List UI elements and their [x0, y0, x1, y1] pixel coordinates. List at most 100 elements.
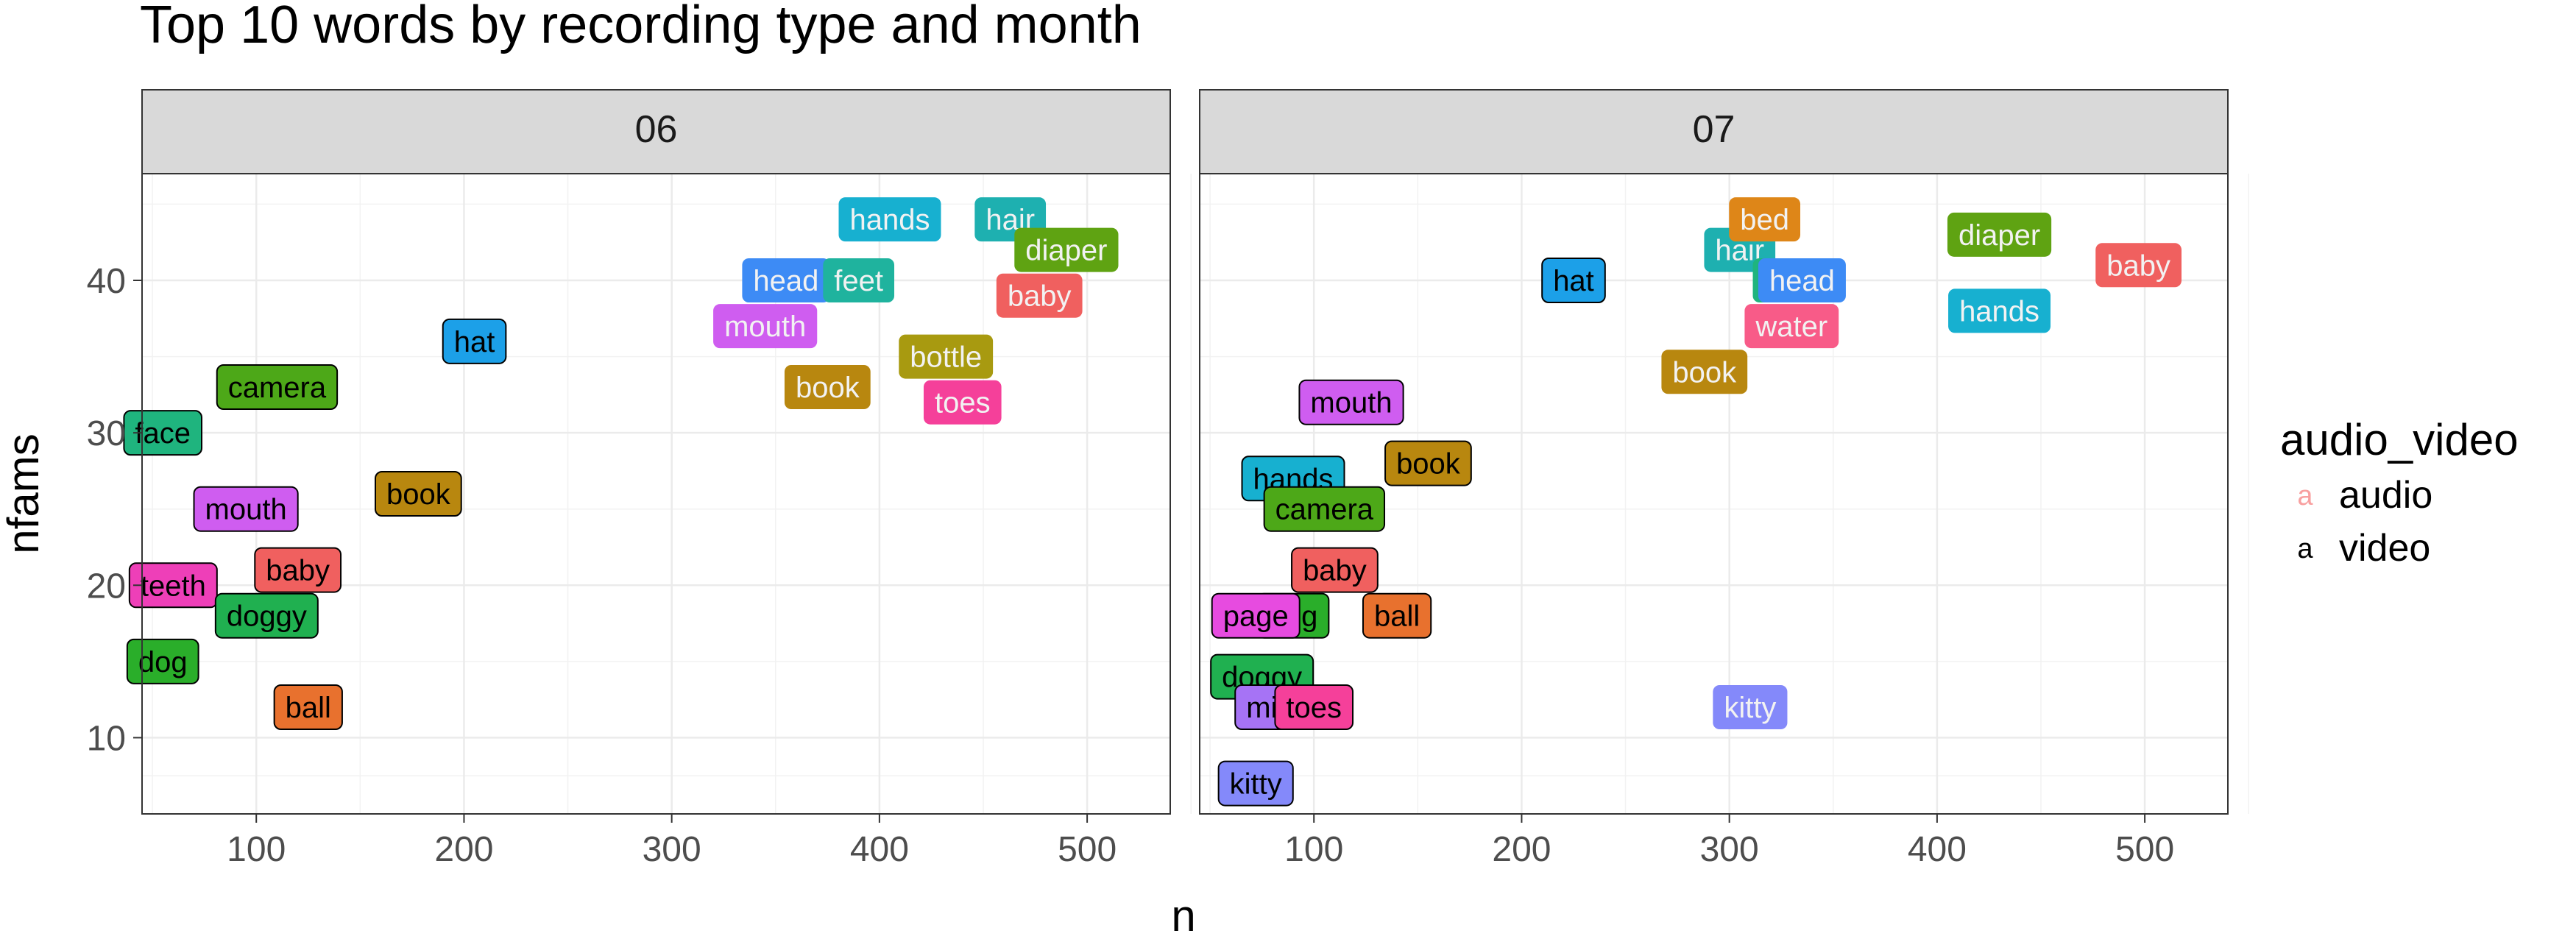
point-label-text: page	[1223, 600, 1289, 633]
point-label-box	[923, 380, 1002, 425]
point-label-box	[254, 547, 342, 593]
point-label-toes: toes	[923, 380, 1002, 425]
point-label-hands: hands	[1948, 288, 2051, 333]
panel-07: 07 hatmouthbookhandscamerababydogpagebal…	[1199, 89, 2249, 869]
point-label-text: feet	[834, 265, 883, 297]
point-label-text: camera	[228, 372, 327, 404]
point-label-water: water	[1744, 304, 1839, 349]
legend-entry-audio: a audio	[2297, 474, 2432, 517]
point-label-box	[1217, 760, 1294, 807]
point-label-bed: bed	[1729, 197, 1801, 242]
point-label-box	[742, 258, 830, 302]
point-label-mouth: mouth	[713, 304, 818, 349]
legend: audio_video a audio a video	[2280, 415, 2519, 570]
point-label-text: diaper	[1025, 235, 1107, 267]
point-label-box	[1729, 197, 1801, 242]
point-label-book: book	[374, 471, 462, 517]
point-label-box	[1713, 685, 1788, 729]
point-label-book: book	[1661, 350, 1748, 394]
point-label-bottle: bottle	[899, 334, 994, 379]
point-label-text: baby	[2106, 249, 2170, 282]
point-label-text: book	[796, 372, 860, 404]
x-tick-label: 100	[1284, 830, 1343, 869]
legend-key-video: a	[2297, 534, 2313, 564]
point-label-kitty: kitty	[1713, 685, 1788, 729]
point-label-text: toes	[935, 387, 991, 419]
point-label-box	[193, 486, 299, 532]
x-tick-label: 400	[1908, 830, 1967, 869]
chart-title: Top 10 words by recording type and month	[140, 0, 1142, 54]
point-label-box	[216, 364, 339, 410]
panel-06-x-axis: 100 200 300 400 500	[227, 814, 1117, 869]
panel-07-points: hatmouthbookhandscamerababydogpageballdo…	[1210, 197, 2182, 807]
y-tick-label: 20	[87, 567, 126, 606]
point-label-box	[1758, 258, 1846, 302]
point-label-text: doggy	[227, 600, 307, 633]
point-label-text: diaper	[1958, 219, 2040, 252]
point-label-box	[1291, 547, 1379, 593]
panel-06-border	[141, 173, 1171, 815]
point-label-mouth: mouth	[193, 486, 299, 532]
point-label-kitty: kitty	[1217, 760, 1294, 807]
legend-title: audio_video	[2280, 415, 2519, 464]
point-label-ball: ball	[273, 684, 343, 730]
x-tick-label: 500	[1058, 830, 1117, 869]
legend-key-audio: a	[2297, 481, 2313, 511]
point-label-hat: hat	[442, 318, 507, 364]
panel-07-strip-label: 07	[1693, 108, 1735, 151]
x-axis-label: n	[1171, 891, 1195, 939]
x-tick-label: 200	[434, 830, 493, 869]
panel-06-strip-label: 06	[635, 108, 678, 151]
point-label-camera: camera	[1263, 486, 1386, 532]
point-label-book: book	[784, 365, 871, 409]
x-tick-label: 300	[643, 830, 701, 869]
point-label-book: book	[1384, 440, 1472, 486]
point-label-text: book	[1396, 448, 1461, 481]
point-label-box	[996, 273, 1083, 318]
point-label-box	[823, 258, 895, 302]
panel-06: 06 face camera hat mouth book teeth baby doggy d…	[123, 89, 1192, 869]
point-label-box	[128, 562, 218, 609]
x-tick-label: 300	[1700, 830, 1759, 869]
point-label-head: head	[742, 258, 830, 302]
point-label-box	[713, 304, 818, 349]
panel-07-border	[1199, 173, 2229, 815]
point-label-baby: baby	[996, 273, 1083, 318]
point-label-text: mouth	[1310, 387, 1392, 419]
point-label-diaper: diaper	[1014, 227, 1119, 272]
point-label-ball: ball	[1362, 592, 1432, 639]
point-label-box	[1211, 592, 1301, 639]
point-label-text: book	[386, 478, 451, 511]
point-label-hands: hands	[838, 197, 941, 242]
point-label-box	[1948, 288, 2051, 333]
point-label-box	[374, 471, 462, 517]
point-label-box	[1384, 440, 1472, 486]
point-label-box	[1947, 212, 2052, 257]
point-label-teeth: teeth	[128, 562, 218, 609]
panel-06-points: face camera hat mouth book teeth baby doggy dog b…	[123, 197, 1119, 730]
point-label-text: ball	[1374, 600, 1420, 633]
x-tick-label: 400	[850, 830, 909, 869]
point-label-box	[442, 318, 507, 364]
point-label-baby: baby	[1291, 547, 1379, 593]
point-label-feet: feet	[823, 258, 895, 302]
point-label-box	[123, 410, 203, 456]
point-label-text: teeth	[141, 570, 206, 602]
y-tick-label: 30	[87, 414, 126, 453]
point-label-text: hands	[1959, 295, 2039, 327]
point-label-camera: camera	[216, 364, 339, 410]
point-label-box	[1263, 486, 1386, 532]
point-label-text: kitty	[1230, 768, 1282, 801]
point-label-text: hat	[1553, 265, 1594, 297]
panel-07-strip	[1199, 89, 2229, 174]
point-label-text: bed	[1740, 204, 1789, 236]
point-label-mouth: mouth	[1298, 379, 1404, 425]
legend-label-audio: audio	[2339, 474, 2432, 517]
point-label-box	[1362, 592, 1432, 639]
point-label-text: bottle	[910, 341, 982, 374]
legend-label-video: video	[2339, 527, 2430, 570]
point-label-box	[1744, 304, 1839, 349]
point-label-text: kitty	[1724, 692, 1776, 724]
point-label-hat: hat	[1541, 258, 1606, 303]
point-label-text: hat	[454, 326, 495, 358]
